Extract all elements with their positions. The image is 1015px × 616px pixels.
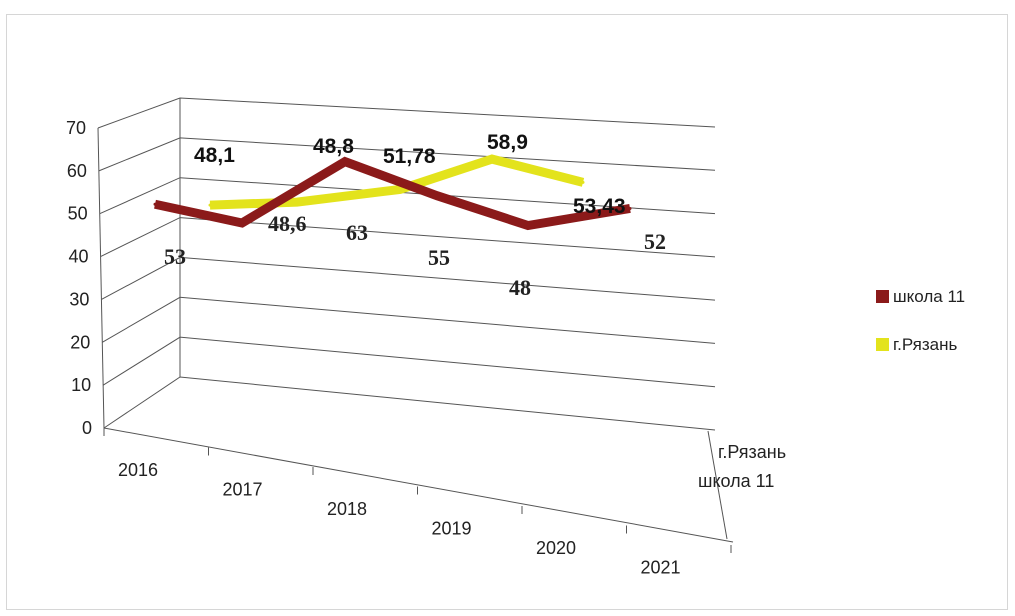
x-tick-label: 2017: [223, 480, 263, 500]
y-tick-label: 40: [69, 247, 89, 267]
y-tick-label: 0: [82, 418, 92, 438]
data-label-1: 48,8: [313, 135, 354, 158]
gridline: [97, 97, 716, 129]
legend: школа 11 г.Рязань: [876, 287, 965, 354]
gridline: [103, 376, 716, 431]
x-tick-label: 2021: [641, 558, 681, 578]
chart-frame: [6, 14, 1008, 610]
data-point-0: [628, 206, 632, 210]
y-tick-label: 10: [71, 375, 91, 395]
data-label-1: 53,43: [573, 195, 626, 218]
data-labels: 48,1 48,8 51,78 58,9 53,43 53 48,6 63 55 48 52: [164, 131, 666, 300]
axis-line: [103, 427, 734, 543]
grid: [97, 97, 734, 553]
data-label-1: 48,1: [194, 144, 235, 167]
data-point-1: [490, 157, 494, 161]
data-point-1: [208, 203, 212, 207]
data-label-0: 48: [509, 275, 531, 300]
legend-swatch-0: [876, 290, 889, 303]
y-tick-label: 70: [66, 118, 86, 138]
x-tick-label: 2019: [432, 519, 472, 539]
data-point-1: [398, 187, 402, 191]
data-point-0: [435, 194, 439, 198]
data-label-0: 55: [428, 245, 450, 270]
depth-axis: г.Рязань школа 11: [698, 442, 786, 491]
depth-label-1: школа 11: [698, 471, 774, 491]
series-line-0: [154, 156, 631, 231]
series: [153, 154, 632, 231]
x-tick-label: 2016: [118, 460, 158, 480]
x-tick-label: 2018: [327, 499, 367, 519]
data-label-0: 52: [644, 229, 666, 254]
axis-line: [707, 430, 728, 540]
legend-item-0: школа 11: [876, 287, 965, 306]
legend-swatch-1: [876, 338, 889, 351]
y-axis-ticks: 0 10 20 30 40 50 60 70: [66, 118, 92, 438]
x-tick-label: 2020: [536, 538, 576, 558]
y-tick-label: 20: [70, 332, 90, 352]
legend-label-0: школа 11: [893, 287, 965, 306]
data-point-0: [343, 160, 347, 164]
data-label-1: 58,9: [487, 131, 528, 154]
x-axis-ticks: 2016 2017 2018 2019 2020 2021: [118, 460, 681, 578]
data-point-0: [153, 202, 157, 206]
legend-label-1: г.Рязань: [893, 335, 957, 354]
gridline: [102, 296, 716, 344]
data-point-1: [295, 200, 299, 204]
data-label-1: 51,78: [383, 145, 436, 168]
legend-item-1: г.Рязань: [876, 335, 957, 354]
gridline: [100, 217, 716, 258]
y-tick-label: 60: [67, 161, 87, 181]
data-point-0: [526, 224, 530, 228]
y-tick-label: 50: [68, 204, 88, 224]
gridline: [101, 256, 716, 301]
data-label-0: 63: [346, 220, 368, 245]
data-point-0: [240, 221, 244, 225]
gridline: [102, 336, 716, 388]
axis-line: [97, 127, 105, 429]
depth-label-0: г.Рязань: [718, 442, 786, 462]
data-label-0: 53: [164, 244, 186, 269]
data-point-1: [581, 180, 585, 184]
data-label-0: 48,6: [268, 211, 307, 236]
y-tick-label: 30: [69, 289, 89, 309]
